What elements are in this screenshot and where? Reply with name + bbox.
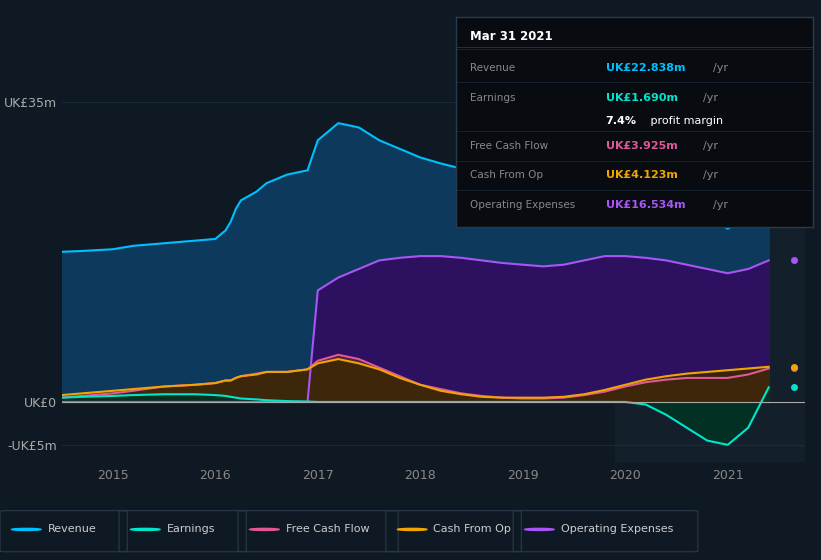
Text: Operating Expenses: Operating Expenses	[470, 200, 576, 210]
Text: Revenue: Revenue	[48, 524, 96, 534]
Text: UK£22.838m: UK£22.838m	[606, 63, 686, 73]
Text: Earnings: Earnings	[167, 524, 215, 534]
Text: Operating Expenses: Operating Expenses	[561, 524, 673, 534]
Bar	[615, 59, 805, 462]
Text: /yr: /yr	[703, 92, 718, 102]
Text: /yr: /yr	[703, 170, 718, 180]
Text: Cash From Op: Cash From Op	[470, 170, 543, 180]
Text: UK£16.534m: UK£16.534m	[606, 200, 686, 210]
Circle shape	[131, 529, 160, 530]
Text: UK£4.123m: UK£4.123m	[606, 170, 677, 180]
Text: Mar 31 2021: Mar 31 2021	[470, 30, 553, 44]
Text: Cash From Op: Cash From Op	[433, 524, 511, 534]
Text: /yr: /yr	[713, 63, 727, 73]
Text: Earnings: Earnings	[470, 92, 516, 102]
Text: UK£3.925m: UK£3.925m	[606, 141, 677, 151]
Circle shape	[525, 529, 554, 530]
Circle shape	[11, 529, 41, 530]
Circle shape	[250, 529, 279, 530]
Text: /yr: /yr	[703, 141, 718, 151]
Circle shape	[397, 529, 427, 530]
Text: 7.4%: 7.4%	[606, 116, 636, 126]
Text: profit margin: profit margin	[647, 116, 722, 126]
Text: Free Cash Flow: Free Cash Flow	[470, 141, 548, 151]
Text: Free Cash Flow: Free Cash Flow	[286, 524, 369, 534]
Text: UK£1.690m: UK£1.690m	[606, 92, 677, 102]
Text: Revenue: Revenue	[470, 63, 515, 73]
Text: /yr: /yr	[713, 200, 727, 210]
